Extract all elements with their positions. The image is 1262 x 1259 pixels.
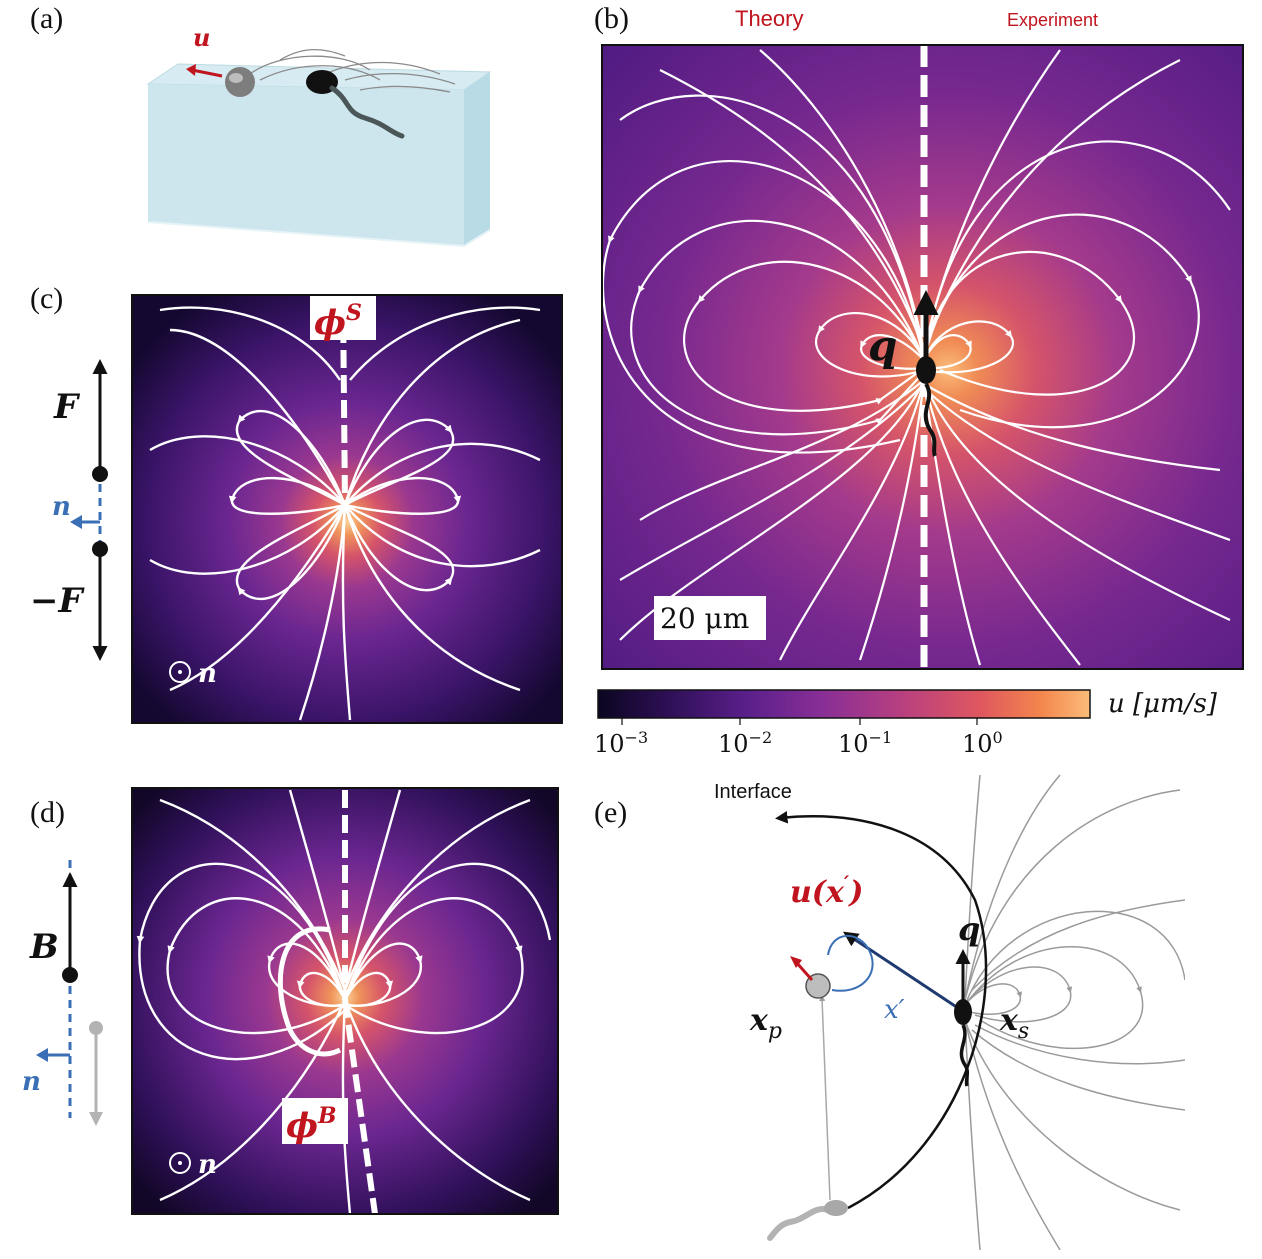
colorbar-tick-4: 100	[962, 728, 1003, 758]
colorbar-tick-2: 10−2	[718, 728, 773, 758]
force-dipole-schematic	[70, 359, 108, 661]
xs-label: xs	[999, 1003, 1029, 1044]
b-vector-label: B	[29, 927, 59, 967]
colorbar-tick-3: 10−1	[838, 728, 893, 758]
colorbar-tick-1: 10−3	[594, 728, 649, 758]
normal-label-c: n	[198, 659, 217, 689]
scale-bar-box	[654, 596, 766, 640]
interface-label: Interface	[714, 781, 792, 803]
q-label-b: q	[868, 321, 897, 370]
panel-d-flowfield	[132, 788, 558, 1214]
phi-s-box	[310, 296, 376, 340]
out-of-plane-icon-c	[169, 661, 191, 683]
panel-label-a: (a)	[30, 2, 64, 35]
phi-s-label: ϕS	[314, 300, 362, 343]
normal-label-d: n	[198, 1150, 217, 1180]
scale-bar-label: 20 μm	[660, 602, 749, 635]
swimmer-e	[954, 999, 972, 1025]
source-dipole-schematic	[36, 860, 103, 1126]
normal-vector-label-c: n	[52, 492, 71, 522]
force-label-neg: −F	[30, 581, 85, 621]
xprime-label: x′	[884, 995, 905, 1025]
panel-c-flowfield	[132, 295, 562, 723]
phi-b-label: ϕB	[286, 1103, 337, 1146]
force-label-pos: F	[53, 387, 81, 427]
colorbar	[597, 689, 1091, 719]
panel-label-b: (b)	[594, 2, 629, 35]
panel-label-e: (e)	[594, 796, 628, 829]
normal-vector-label-d: n	[22, 1067, 41, 1097]
experiment-title: Experiment	[1007, 10, 1099, 30]
panel-e-streamlines	[964, 774, 1185, 1250]
water-box-illustration	[146, 48, 492, 248]
u-xprime-label: u(x′)	[790, 871, 863, 910]
phi-b-box	[282, 1098, 348, 1144]
panel-label-c: (c)	[30, 282, 64, 315]
panel-label-d: (d)	[30, 796, 65, 829]
rotation-arc	[827, 934, 874, 992]
position-vector	[819, 995, 831, 1201]
panel-d-frame	[131, 787, 559, 1215]
panel-b-frame	[601, 44, 1244, 670]
theory-title: Theory	[735, 6, 804, 31]
colorbar-ticks	[621, 718, 978, 725]
out-of-plane-icon-d	[169, 1152, 191, 1174]
panel-c-frame	[131, 294, 563, 724]
q-label-e: q	[958, 910, 980, 948]
swimmer-b	[916, 356, 936, 384]
colorbar-label: u [μm/s]	[1108, 689, 1218, 719]
xp-label: xp	[749, 1003, 782, 1044]
interface-arc	[775, 811, 988, 1210]
u-arrow-label: u	[193, 23, 210, 52]
